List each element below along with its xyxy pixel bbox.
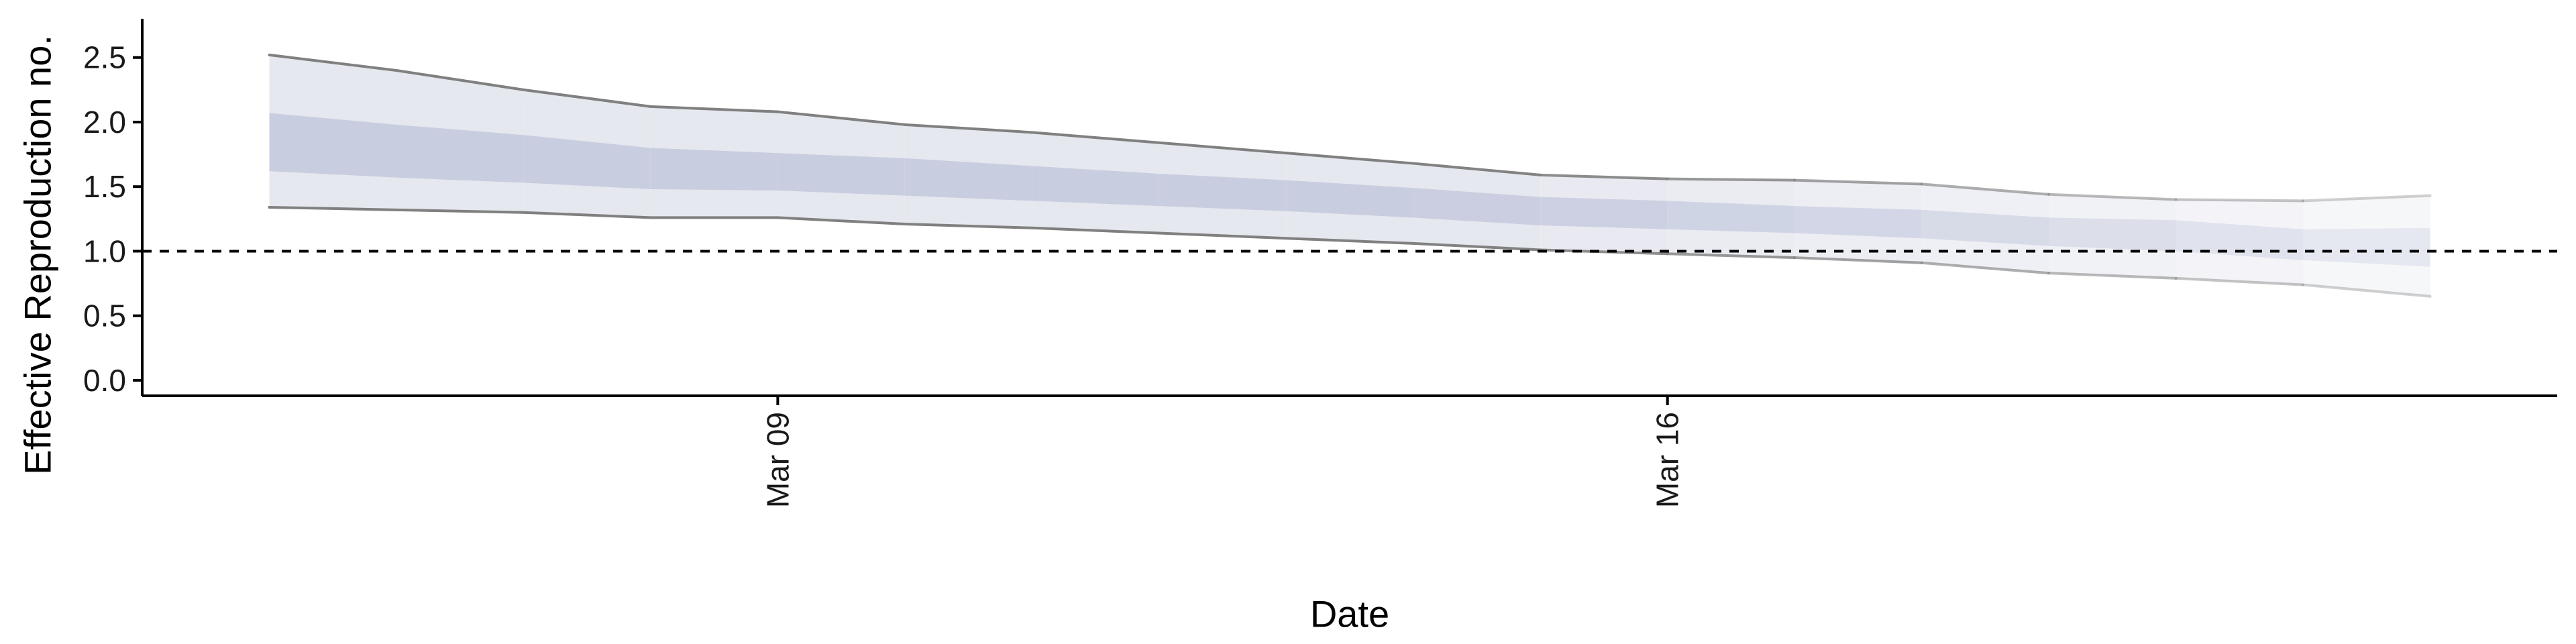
x-tick-label: Mar 09: [760, 412, 795, 508]
inner-band-segment: [1032, 166, 1159, 207]
inner-band-segment: [2303, 227, 2430, 267]
lower-bound-line: [1411, 241, 1542, 252]
lower-bound-line: [2174, 276, 2305, 286]
lower-bound-line: [268, 206, 398, 211]
lower-bound-line: [394, 208, 525, 214]
inner-band-segment: [650, 148, 778, 191]
lower-bound-line: [1920, 261, 2051, 275]
upper-bound-line: [2047, 193, 2178, 201]
credible-interval-outlines: [268, 53, 2432, 298]
lower-bound-line: [776, 216, 906, 226]
upper-bound-line: [522, 88, 652, 108]
lower-bound-line: [1157, 231, 1288, 240]
x-axis-ticks: Mar 09 Mar 16: [760, 396, 1685, 508]
upper-bound-line: [1920, 182, 2051, 196]
lower-bound-line: [1285, 237, 1415, 245]
upper-bound-line: [649, 105, 780, 113]
upper-bound-line: [1793, 178, 1923, 186]
lower-bound-line: [903, 223, 1034, 229]
y-tick-label: 1.0: [83, 233, 126, 268]
lower-bound-line: [2302, 283, 2432, 298]
inner-band-segment: [1667, 201, 1795, 233]
x-tick-label: Mar 16: [1650, 412, 1685, 508]
inner-band-segment: [1159, 173, 1287, 211]
inner-band-segment: [1794, 206, 1922, 239]
x-axis-title: Date: [1310, 593, 1389, 635]
upper-bound-line: [394, 68, 525, 91]
y-axis-title: Effective Reproduction no.: [17, 35, 59, 475]
lower-bound-line: [522, 211, 652, 219]
lower-bound-line: [1666, 252, 1796, 260]
inner-band-segment: [1921, 209, 2049, 246]
inner-band-segment: [523, 135, 651, 190]
upper-bound-line: [268, 53, 398, 72]
inner-band-segment: [904, 158, 1032, 201]
outer-band-segment: [2176, 199, 2304, 285]
upper-bound-line: [1157, 141, 1288, 155]
inner-band-segment: [1413, 188, 1541, 225]
upper-bound-line: [1411, 162, 1542, 176]
inner-band-segment: [1540, 197, 1668, 229]
lower-bound-line: [2047, 272, 2178, 280]
upper-bound-line: [1539, 173, 1669, 180]
upper-bound-line: [1666, 177, 1796, 182]
inner-band-segment: [396, 124, 524, 183]
outer-band-segment: [2303, 195, 2430, 297]
credible-interval-bands: [269, 54, 2430, 297]
upper-bound-line: [2302, 194, 2432, 203]
inner-band-segment: [777, 153, 905, 196]
axes: [141, 19, 2557, 397]
inner-band-segment: [2049, 217, 2176, 252]
upper-bound-line: [2174, 198, 2305, 203]
inner-band-segment: [269, 113, 396, 178]
lower-bound-line: [1793, 256, 1923, 264]
y-tick-label: 0.5: [83, 299, 126, 333]
y-axis-ticks: 0.0 0.5 1.0 1.5 2.0 2.5: [83, 40, 142, 398]
inner-band-segment: [1286, 180, 1413, 218]
upper-bound-line: [1285, 152, 1415, 165]
y-tick-label: 1.5: [83, 169, 126, 204]
upper-bound-line: [903, 123, 1034, 134]
upper-bound-line: [1030, 131, 1161, 144]
y-tick-label: 2.0: [83, 105, 126, 140]
upper-bound-line: [776, 110, 906, 126]
y-tick-label: 2.5: [83, 40, 126, 75]
lower-bound-line: [1030, 226, 1161, 235]
y-tick-label: 0.0: [83, 363, 126, 398]
